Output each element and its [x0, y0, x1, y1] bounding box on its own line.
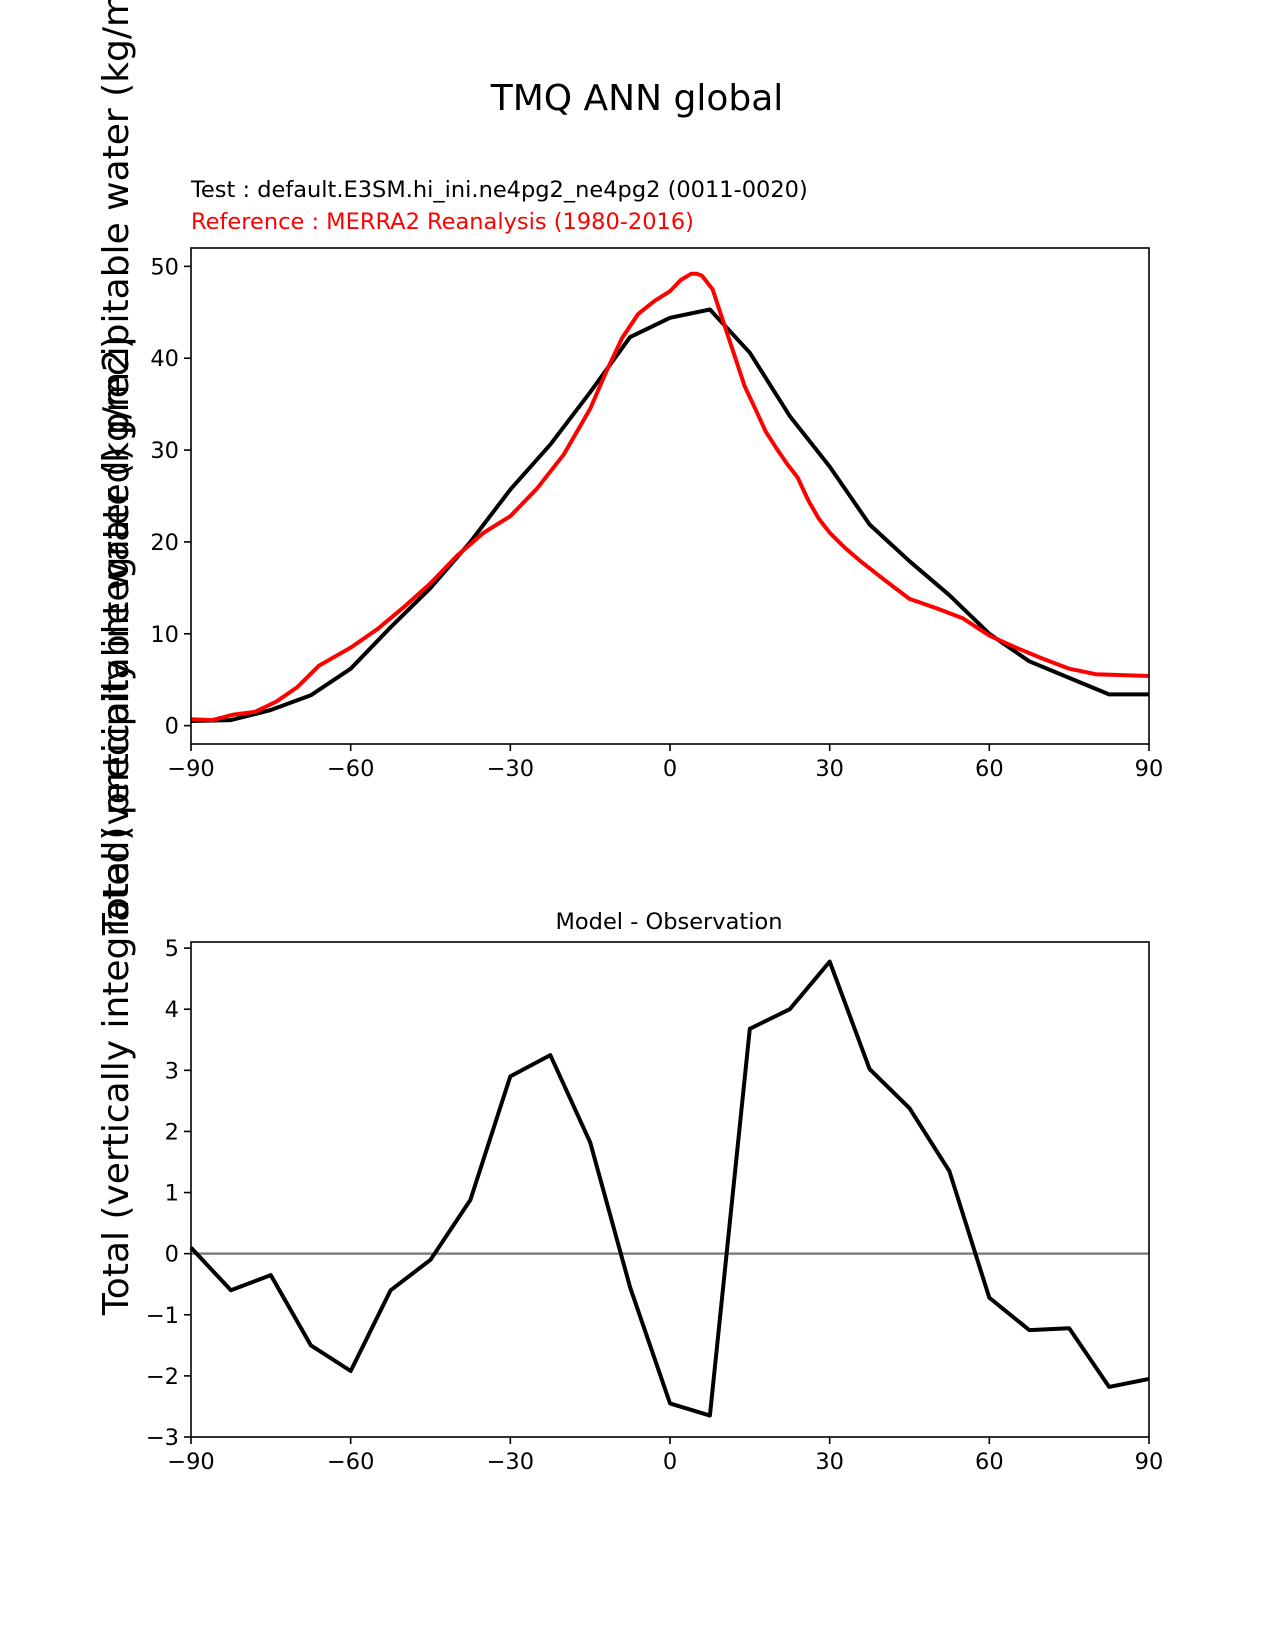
- bottom-y-tick-label: 0: [165, 1242, 179, 1268]
- bottom-y-tick-label: 1: [165, 1181, 179, 1207]
- test-label: Test : default.E3SM.hi_ini.ne4pg2_ne4pg2…: [190, 177, 808, 203]
- figure-ylabel-overlap: Total (vertically integrated) precipitab…: [96, 0, 137, 936]
- top-y-tick-label: 30: [150, 438, 179, 464]
- bottom-y-tick-label: 3: [165, 1058, 179, 1084]
- reference-label: Reference : MERRA2 Reanalysis (1980-2016…: [191, 209, 694, 235]
- bottom-y-tick-label: −2: [146, 1364, 179, 1390]
- zonal-mean-panel: −90 −60 −30 0 30 60 90 0 10 20 30 40 50: [150, 247, 1164, 782]
- top-series-1-line: [190, 271, 1150, 723]
- figure-title: TMQ ANN global: [490, 78, 784, 119]
- top-y-tick-label: 50: [150, 254, 179, 280]
- top-x-tick-label: −90: [167, 756, 214, 782]
- bottom-x-tick-label: −60: [327, 1449, 374, 1475]
- top-x-tick-label: 60: [975, 756, 1004, 782]
- top-y-tick-label: 0: [165, 714, 179, 740]
- bottom-x-tick-label: 90: [1135, 1449, 1164, 1475]
- top-y-tick-label: 20: [150, 530, 179, 556]
- bottom-x-tick-label: 60: [975, 1449, 1004, 1475]
- bottom-series-0-line: [189, 959, 1150, 1418]
- bottom-y-tick-label: −1: [146, 1303, 179, 1329]
- bottom-x-tick-label: −30: [487, 1449, 534, 1475]
- bottom-x-tick-label: −90: [167, 1449, 214, 1475]
- top-y-tick-label: 10: [150, 622, 179, 648]
- top-x-tick-label: 30: [815, 756, 844, 782]
- figure-ylabel: Total (vertically integrated) precipitab…: [96, 335, 137, 1316]
- bottom-x-tick-label: 0: [663, 1449, 677, 1475]
- bottom-y-tick-label: 4: [165, 997, 179, 1023]
- bottom-y-tick-label: −3: [146, 1425, 179, 1451]
- difference-panel: −90 −60 −30 0 30 60 90 −3 −2 −1 0 1 2 3 4 5: [146, 936, 1163, 1475]
- top-x-tick-label: 0: [663, 756, 677, 782]
- top-x-tick-label: −60: [327, 756, 374, 782]
- top-x-tick-label: 90: [1135, 756, 1164, 782]
- top-x-tick-label: −30: [487, 756, 534, 782]
- top-y-tick-label: 40: [150, 346, 179, 372]
- bottom-x-tick-label: 30: [815, 1449, 844, 1475]
- bottom-y-tick-label: 5: [165, 936, 179, 962]
- diff-panel-title: Model - Observation: [556, 909, 783, 935]
- bottom-y-tick-label: 2: [165, 1119, 179, 1145]
